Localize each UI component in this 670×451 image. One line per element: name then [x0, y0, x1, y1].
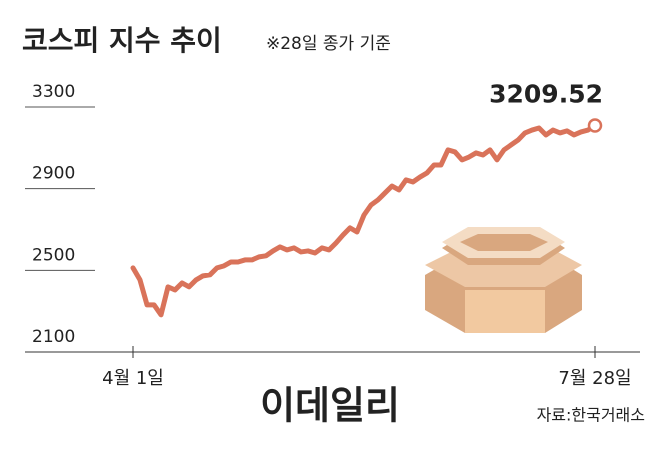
- lid-inner: [460, 234, 548, 251]
- y-tick-label: 2900: [32, 164, 75, 184]
- x-tick-label: 4월 1일: [102, 368, 164, 389]
- x-tick-label: 7월 28일: [558, 368, 631, 389]
- y-tick-label: 3300: [32, 82, 75, 102]
- chart-title: 코스피 지수 추이: [22, 24, 222, 57]
- watermark: 이데일리: [260, 384, 400, 428]
- chart-subtitle: ※28일 종가 기준: [266, 34, 391, 54]
- value-label: 3209.52: [489, 79, 603, 108]
- box-illustration: [425, 227, 582, 333]
- source: 자료:한국거래소: [537, 406, 645, 425]
- y-tick-label: 2100: [32, 327, 75, 347]
- y-tick-label: 2500: [32, 245, 75, 265]
- box-front: [465, 290, 545, 333]
- line: [130, 122, 598, 318]
- end-point: [587, 118, 603, 133]
